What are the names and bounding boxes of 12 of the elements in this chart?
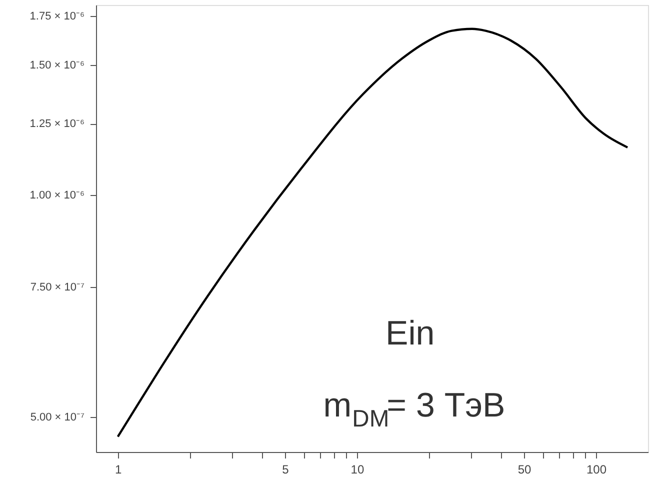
y-tick-label: 1.25 × 10⁻⁶ xyxy=(30,118,84,130)
x-tick-label: 5 xyxy=(282,462,290,476)
y-tick-label: 1.50 × 10⁻⁶ xyxy=(30,60,84,72)
y-tick-label: 1.00 × 10⁻⁶ xyxy=(30,189,84,202)
x-tick-label: 50 xyxy=(518,462,532,476)
annotation: Ein xyxy=(386,314,435,353)
x-tick-label: 10 xyxy=(350,462,364,476)
y-tick-label: 1.75 × 10⁻⁶ xyxy=(30,10,84,22)
x-tick-label: 100 xyxy=(586,462,607,476)
y-tick-label: 5.00 × 10⁻⁷ xyxy=(30,411,85,424)
x-tick-label: 1 xyxy=(115,462,122,476)
y-tick-label: 7.50 × 10⁻⁷ xyxy=(30,282,85,294)
